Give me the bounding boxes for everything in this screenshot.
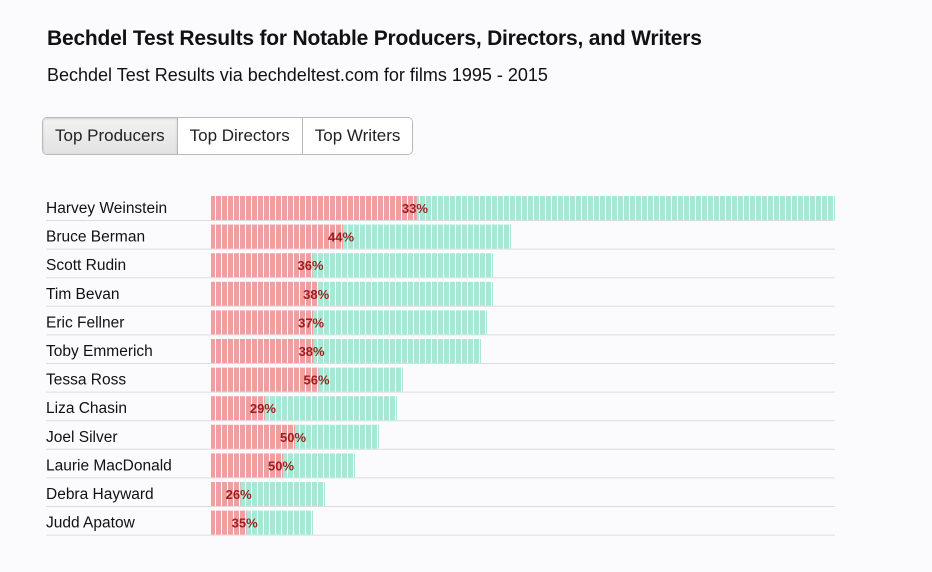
percent-label: 33% <box>402 201 428 216</box>
bar-pass-segment <box>211 224 343 249</box>
bar-pass-segment <box>211 339 314 363</box>
chart-title: Bechdel Test Results for Notable Produce… <box>47 27 702 50</box>
row-label: Laurie MacDonald <box>46 457 172 474</box>
bar-row: Debra Hayward 26% <box>46 482 835 507</box>
row-label: Eric Fellner <box>46 314 124 331</box>
bar-fail-segment <box>318 367 403 392</box>
row-label: Scott Rudin <box>46 257 126 274</box>
percent-label: 50% <box>268 458 294 473</box>
bar-fail-segment <box>246 510 313 535</box>
chart-subtitle: Bechdel Test Results via bechdeltest.com… <box>47 65 548 85</box>
percent-label: 36% <box>298 258 324 273</box>
bar-fail-segment <box>318 281 493 306</box>
bar-fail-segment <box>313 310 487 335</box>
row-label: Tim Bevan <box>46 286 120 303</box>
bar-fail-segment <box>283 453 355 478</box>
tab-top-writers[interactable]: Top Writers <box>302 118 413 154</box>
bar-pass-segment <box>211 310 314 335</box>
bar-pass-segment <box>211 482 241 506</box>
row-label: Joel Silver <box>46 429 118 446</box>
bar-row: Toby Emmerich 38% <box>46 339 835 364</box>
row-label: Liza Chasin <box>46 400 127 417</box>
bar-fail-segment <box>264 396 397 421</box>
bar-row: Tim Bevan 38% <box>46 281 835 307</box>
percent-label: 29% <box>250 401 276 416</box>
bar-pass-segment <box>211 367 319 392</box>
bar-row: Joel Silver 50% <box>46 424 835 450</box>
bar-fail-segment <box>343 224 511 249</box>
tab-top-producers[interactable]: Top Producers <box>43 118 178 154</box>
bar-row: Scott Rudin 36% <box>46 253 835 279</box>
bar-fail-segment <box>313 339 481 363</box>
percent-label: 56% <box>304 373 330 388</box>
bar-pass-segment <box>211 510 247 535</box>
bar-row: Liza Chasin 29% <box>46 396 835 422</box>
percent-label: 50% <box>280 430 306 445</box>
bar-row: Laurie MacDonald 50% <box>46 453 835 479</box>
bar-fail-segment <box>416 196 835 220</box>
percent-label: 38% <box>303 287 329 302</box>
bar-pass-segment <box>211 453 283 478</box>
bar-pass-segment <box>211 196 417 220</box>
bar-pass-segment <box>211 424 295 449</box>
category-tabs: Top Producers Top Directors Top Writers <box>42 117 414 155</box>
bar-pass-segment <box>211 253 313 278</box>
bar-fail-segment <box>312 253 493 278</box>
percent-label: 35% <box>232 516 258 531</box>
bar-row: Eric Fellner 37% <box>46 310 835 336</box>
bar-row: Judd Apatow 35% <box>46 510 835 536</box>
row-label: Tessa Ross <box>46 372 126 389</box>
bar-pass-segment <box>211 281 319 306</box>
row-label: Judd Apatow <box>46 515 136 532</box>
percent-label: 37% <box>298 315 324 330</box>
tab-top-directors[interactable]: Top Directors <box>177 118 303 154</box>
percent-label: 44% <box>328 230 354 245</box>
row-label: Bruce Berman <box>46 229 145 246</box>
percent-label: 38% <box>299 344 325 359</box>
row-label: Toby Emmerich <box>46 343 153 360</box>
bar-fail-segment <box>295 424 379 449</box>
row-label: Debra Hayward <box>46 486 154 503</box>
row-label: Harvey Weinstein <box>46 200 167 217</box>
bar-fail-segment <box>240 482 325 506</box>
bar-pass-segment <box>211 396 265 421</box>
bar-row: Tessa Ross 56% <box>46 367 835 393</box>
bar-row: Harvey Weinstein 33% <box>46 196 835 221</box>
percent-label: 26% <box>226 487 252 502</box>
bar-row: Bruce Berman 44% <box>46 224 835 250</box>
